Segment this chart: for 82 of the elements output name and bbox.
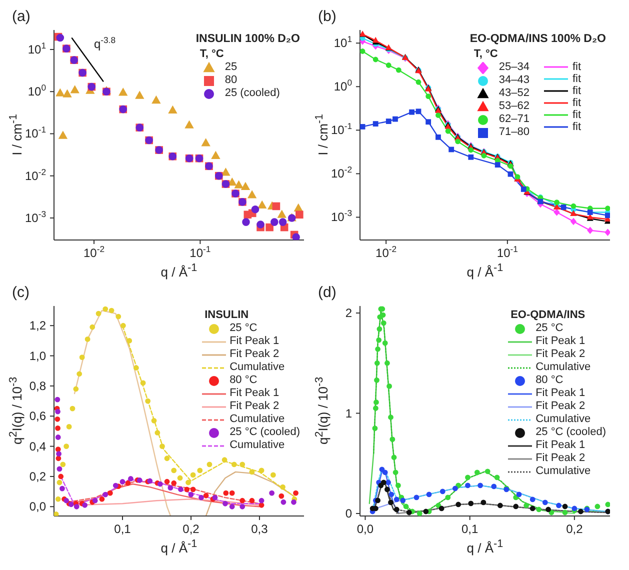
legend-label: Cumulative: [230, 361, 285, 374]
legend-label: Fit Peak 1: [230, 387, 280, 400]
legend-label: 34–43: [498, 74, 530, 87]
legend-label: 80 °C: [230, 374, 258, 387]
legend-label: Cumulative: [536, 361, 591, 374]
y-tick-label: 10$^{1}$: [334, 34, 352, 50]
legend-label: Cumulative: [536, 465, 591, 478]
legend-label: 62–71: [498, 113, 530, 126]
legend-label: Fit Peak 1: [536, 335, 586, 348]
text: (b): [318, 8, 336, 25]
x-tick-label: 0,1: [114, 522, 132, 536]
legend-title: INSULIN: [204, 309, 250, 322]
y-tick-label: 1,0: [29, 348, 46, 363]
y-tick-label: 0,0: [29, 500, 46, 514]
chart-title: INSULIN 100% D₂O: [196, 33, 300, 46]
legend-label: Fit Peak 2: [230, 348, 280, 361]
y-tick-label: 1,2: [29, 318, 46, 333]
y-tick-label: 10$^{-1}$: [330, 121, 352, 138]
legend-label: 25: [224, 61, 238, 74]
y-tick-label: 10$^{-3}$: [330, 208, 352, 224]
y-tick-label: 10$^{-3}$: [24, 208, 46, 225]
legend-label: 43–52: [498, 87, 530, 100]
x-tick-label: 0,0: [356, 522, 374, 536]
legend-label: Fit Peak 2: [536, 400, 586, 413]
legend-label: Cumulative: [230, 413, 285, 426]
legend-label: Fit Peak 1: [536, 439, 586, 452]
text: (a): [12, 8, 30, 25]
x-tick-label: 0,2: [566, 522, 584, 536]
legend-label: Cumulative: [536, 413, 591, 426]
y-tick-label: 10$^{-1}$: [24, 124, 46, 141]
y-tick-label: 0,4: [29, 439, 46, 454]
legend-label: 25 °C: [230, 322, 258, 335]
x-axis-title: q / Å$^{-1}$: [466, 262, 504, 280]
y-tick-label: 1: [345, 406, 352, 420]
text: (d): [318, 284, 336, 301]
legend-label: 25 °C (cooled): [230, 426, 300, 439]
x-tick-label: 10$^{-2}$: [376, 244, 397, 260]
y-tick-label: 0: [345, 506, 352, 520]
legend-title: EO-QDMA/INS: [510, 309, 586, 322]
x-tick-label: 0,3: [251, 522, 268, 536]
y-tick-label: 10$^{-2}$: [330, 164, 352, 181]
x-tick-label: 10$^{-1}$: [190, 244, 211, 260]
annotation: q$^{-3.8}$: [94, 35, 116, 52]
legend-label: Fit Peak 2: [536, 348, 586, 361]
x-tick-label: 0,1: [461, 522, 478, 536]
y-tick-label: 0,8: [29, 378, 46, 393]
y-tick-label: 10$^{-2}$: [24, 166, 46, 183]
x-tick-label: 0,2: [182, 522, 200, 536]
y-tick-label: 0,6: [29, 409, 46, 424]
legend-label: Cumulative: [230, 439, 285, 452]
y-tick-label: 10$^{0}$: [28, 82, 46, 99]
legend-label: Fit Peak 1: [230, 335, 280, 348]
legend-label: 80 °C: [536, 374, 564, 387]
legend-label: 25–34: [498, 61, 530, 74]
legend-label: 25 °C: [536, 322, 564, 335]
x-tick-label: 10$^{-1}$: [496, 244, 518, 260]
legend-label: fit: [572, 84, 582, 98]
y-tick-label: 10$^{0}$: [334, 78, 352, 94]
legend-title: T, °C: [474, 48, 499, 61]
y-tick-label: 2: [345, 306, 352, 320]
legend-label: 25 (cooled): [224, 87, 280, 100]
legend-title: T, °C: [200, 48, 225, 61]
legend-label: fit: [572, 120, 582, 134]
y-tick-label: 10$^{1}$: [28, 40, 46, 56]
legend-label: fit: [572, 108, 582, 122]
legend-label: fit: [572, 60, 582, 74]
y-tick-label: 0,2: [29, 469, 46, 484]
legend-label: 53–62: [498, 100, 530, 113]
legend-label: Fit Peak 2: [230, 400, 280, 413]
x-tick-label: 10$^{-2}$: [83, 244, 105, 260]
chart-title: EO-QDMA/INS 100% D₂O: [470, 33, 606, 46]
legend-label: 80: [224, 74, 238, 87]
legend-label: 25 °C (cooled): [536, 426, 606, 439]
legend-label: Fit Peak 2: [536, 452, 586, 465]
legend-label: Fit Peak 1: [536, 387, 586, 400]
x-axis-title: q / Å$^{-1}$: [160, 262, 198, 280]
legend-label: fit: [572, 72, 582, 86]
x-axis-title: q / Å$^{-1}$: [160, 538, 198, 556]
legend-label: 71–80: [498, 126, 530, 139]
legend-label: fit: [572, 96, 582, 110]
x-axis-title: q / Å$^{-1}$: [466, 538, 504, 556]
text: (c): [12, 284, 30, 301]
